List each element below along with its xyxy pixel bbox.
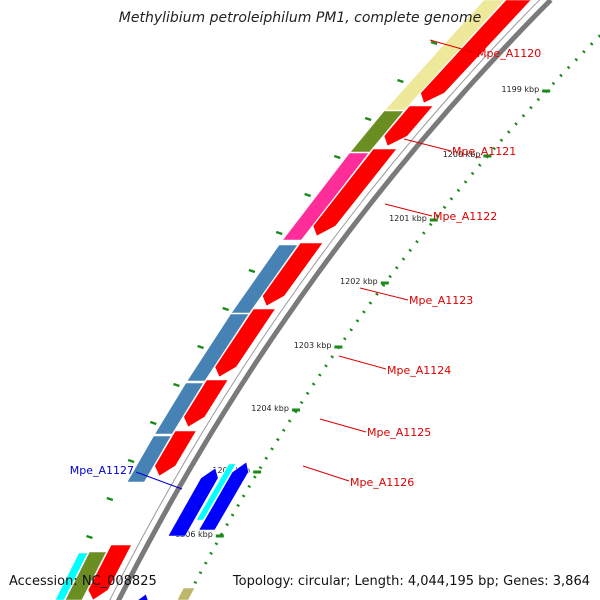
genome-summary-label: Topology: circular; Length: 4,044,195 bp… (232, 574, 590, 589)
forward-gene-arrow (214, 308, 276, 378)
feature-tick (397, 78, 404, 84)
map-title: Methylibium petroleiphilum PM1, complete… (118, 10, 482, 26)
reverse-gene-arrow (167, 467, 219, 537)
feature-tick (197, 344, 204, 350)
reverse-gene-arrow (198, 461, 249, 531)
cog-category-band (384, 0, 505, 111)
gene-label[interactable]: Mpe_A1126 (350, 476, 414, 489)
cog-category-band (282, 152, 370, 241)
forward-gene-arrow (183, 379, 229, 428)
gene-callout-line (302, 465, 350, 482)
feature-tick (304, 192, 312, 198)
gene-label[interactable]: Mpe_A1122 (433, 210, 497, 223)
genome-backbone-outline (109, 0, 541, 600)
gene-label[interactable]: Mpe_A1124 (387, 364, 451, 377)
cog-category-band (64, 551, 107, 600)
cog-category-band (54, 552, 89, 600)
accession-label: Accession: NC_008825 (9, 574, 157, 589)
gene-callout-line (384, 203, 433, 217)
gene-callout-line (338, 355, 387, 370)
forward-gene-arrow (262, 242, 324, 307)
cog-category-band (126, 435, 172, 483)
cog-category-band (230, 244, 299, 314)
feature-tick (248, 268, 256, 274)
feature-tick (173, 382, 180, 388)
gene-label[interactable]: Mpe_A1123 (409, 294, 473, 307)
ruler-label: 1199 kbp (501, 85, 539, 94)
feature-tick (222, 306, 230, 312)
feature-tick (86, 534, 93, 540)
forward-gene-arrow (312, 148, 398, 237)
ruler-label: 1206 kbp (175, 530, 213, 539)
cog-category-band (176, 587, 196, 600)
ruler-label: 1200 kbp (443, 150, 481, 159)
ruler-label: 1204 kbp (251, 404, 289, 413)
forward-gene-arrow (383, 105, 434, 147)
feature-tick (430, 40, 438, 46)
forward-gene-arrow (87, 544, 132, 600)
feature-tick (333, 154, 341, 160)
forward-gene-arrow (420, 0, 532, 104)
gene-callout-line (319, 418, 367, 433)
gene-label[interactable]: Mpe_A1125 (367, 426, 431, 439)
ruler-label: 1202 kbp (340, 277, 378, 286)
cog-category-band (186, 313, 250, 382)
cog-category-band (195, 463, 237, 521)
gene-callout-line (429, 39, 477, 54)
gene-callout-line (403, 138, 452, 152)
feature-tick (364, 116, 372, 122)
gene-label[interactable]: Mpe_A1127 (70, 464, 134, 477)
gene-label[interactable]: Mpe_A1121 (452, 145, 516, 158)
gene-label[interactable]: Mpe_A1120 (477, 47, 541, 60)
feature-tick (106, 496, 114, 502)
ruler-label: 1201 kbp (389, 214, 427, 223)
ruler-label: 1203 kbp (294, 341, 332, 350)
gene-callout-line (135, 471, 183, 490)
gene-callout-line (359, 287, 409, 301)
feature-tick (275, 230, 283, 236)
reverse-gene-arrow (137, 593, 149, 600)
forward-gene-arrow (154, 430, 197, 477)
feature-tick (149, 420, 157, 426)
genome-backbone (116, 0, 553, 600)
cog-category-band (349, 110, 405, 153)
cog-category-band (154, 382, 205, 435)
feature-tick (127, 458, 135, 464)
